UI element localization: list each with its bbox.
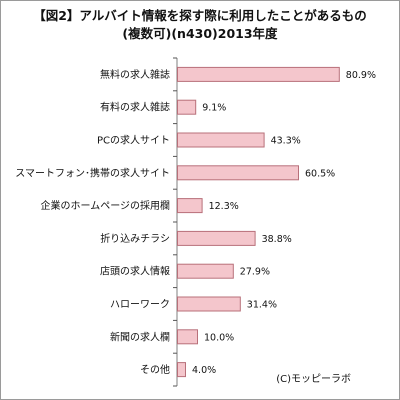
value-label: 80.9% (346, 70, 376, 81)
bar (177, 362, 186, 378)
bar (177, 329, 198, 345)
value-label: 43.3% (271, 136, 301, 147)
chart-title-line-2: (複数可)(n430)2013年度 (122, 26, 278, 41)
value-label: 60.5% (305, 168, 335, 179)
bar (177, 66, 340, 82)
category-label: 無料の求人雑誌 (100, 68, 170, 81)
bar (177, 132, 265, 148)
bar (177, 198, 203, 214)
value-label: 4.0% (192, 365, 216, 376)
bar (177, 296, 241, 312)
value-label: 38.8% (262, 234, 292, 245)
bar (177, 263, 234, 279)
category-label: 有料の求人雑誌 (100, 101, 170, 114)
category-label: 新聞の求人欄 (110, 330, 170, 343)
category-label: 企業のホームページの採用欄 (41, 199, 171, 212)
value-label: 10.0% (204, 332, 234, 343)
value-label: 12.3% (209, 201, 239, 212)
category-label: その他 (140, 363, 170, 376)
bar (177, 99, 197, 115)
category-label: 折り込みチラシ (100, 232, 170, 245)
value-label: 9.1% (202, 103, 226, 114)
category-label: 店頭の求人情報 (100, 265, 170, 278)
category-label: PCの求人サイト (97, 135, 170, 147)
value-label: 27.9% (240, 267, 270, 278)
copyright-credit: (C)モッピーラボ (276, 374, 351, 385)
bar (177, 165, 299, 181)
value-label: 31.4% (247, 300, 277, 311)
chart-title: 【図2】アルバイト情報を探す際に利用したことがあるもの (複数可)(n430)2… (1, 7, 399, 43)
category-label: スマートフォン･携帯の求人サイト (15, 166, 170, 179)
bar (177, 230, 256, 246)
category-label: ハローワーク (110, 299, 170, 311)
chart-title-line-1: 【図2】アルバイト情報を探す際に利用したことがあるもの (33, 8, 367, 23)
